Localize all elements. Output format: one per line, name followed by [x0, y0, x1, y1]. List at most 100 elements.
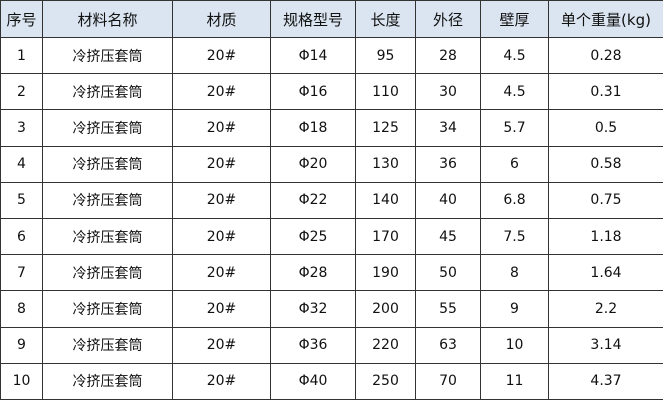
- table-cell: 28: [415, 36, 481, 75]
- header-cell: 壁厚: [480, 0, 549, 38]
- table-cell: 20#: [172, 145, 271, 183]
- table-cell: 1.64: [548, 254, 663, 292]
- table-cell: 冷挤压套筒: [42, 362, 173, 400]
- table-cell: 20#: [172, 290, 271, 328]
- table-cell: 250: [355, 362, 416, 400]
- table-cell: 20#: [172, 217, 271, 256]
- table-cell: 9: [480, 290, 549, 328]
- table-cell: 190: [355, 254, 416, 292]
- table-cell: 6: [480, 145, 549, 183]
- table-cell: 7.5: [480, 217, 549, 256]
- table-cell: 8: [0, 290, 43, 328]
- header-cell: 序号: [0, 0, 43, 38]
- table-cell: 0.28: [548, 36, 663, 75]
- table-cell: 冷挤压套筒: [42, 145, 173, 183]
- header-cell: 长度: [355, 0, 416, 38]
- table-cell: Φ25: [270, 217, 356, 256]
- table-cell: 0.5: [548, 109, 663, 147]
- table-cell: 20#: [172, 362, 271, 400]
- table-cell: 3.14: [548, 326, 663, 364]
- table-cell: Φ40: [270, 362, 356, 400]
- table-row: 1 冷挤压套筒 20# Φ14 95 28 4.5 0.28: [0, 36, 663, 75]
- table-cell: 11: [480, 362, 549, 400]
- table-row: 8 冷挤压套筒 20# Φ32 200 55 9 2.2: [0, 290, 663, 328]
- table-cell: 36: [415, 145, 481, 183]
- table-cell: 3: [0, 109, 43, 147]
- table-cell: 冷挤压套筒: [42, 290, 173, 328]
- table-cell: Φ22: [270, 181, 356, 219]
- table-cell: 7: [0, 254, 43, 292]
- table-cell: 40: [415, 181, 481, 219]
- table-cell: 45: [415, 217, 481, 256]
- table-cell: 10: [480, 326, 549, 364]
- header-row: 序号 材料名称 材质 规格型号 长度 外径 壁厚 单个重量(kg): [0, 0, 663, 38]
- table-cell: 6: [0, 217, 43, 256]
- table-cell: 70: [415, 362, 481, 400]
- table-header: 序号 材料名称 材质 规格型号 长度 外径 壁厚 单个重量(kg): [0, 0, 663, 38]
- table-cell: 0.75: [548, 181, 663, 219]
- table-cell: Φ18: [270, 109, 356, 147]
- table-cell: 20#: [172, 254, 271, 292]
- table-cell: 170: [355, 217, 416, 256]
- table-cell: Φ32: [270, 290, 356, 328]
- table-cell: 1: [0, 36, 43, 75]
- table-cell: 10: [0, 362, 43, 400]
- table-cell: 200: [355, 290, 416, 328]
- table-cell: 冷挤压套筒: [42, 217, 173, 256]
- table-cell: 0.31: [548, 73, 663, 111]
- table-row: 7 冷挤压套筒 20# Φ28 190 50 8 1.64: [0, 254, 663, 292]
- table-cell: 冷挤压套筒: [42, 73, 173, 111]
- table-cell: 1.18: [548, 217, 663, 256]
- table-cell: 4.37: [548, 362, 663, 400]
- table-cell: 20#: [172, 326, 271, 364]
- table-row: 9 冷挤压套筒 20# Φ36 220 63 10 3.14: [0, 326, 663, 364]
- table-row: 4 冷挤压套筒 20# Φ20 130 36 6 0.58: [0, 145, 663, 183]
- table-cell: 50: [415, 254, 481, 292]
- table-cell: 冷挤压套筒: [42, 254, 173, 292]
- header-cell: 外径: [415, 0, 481, 38]
- table-cell: 4.5: [480, 36, 549, 75]
- table-cell: 20#: [172, 181, 271, 219]
- table-cell: Φ16: [270, 73, 356, 111]
- table-cell: Φ36: [270, 326, 356, 364]
- table-cell: 冷挤压套筒: [42, 326, 173, 364]
- table-cell: 140: [355, 181, 416, 219]
- table-cell: Φ28: [270, 254, 356, 292]
- table-cell: 5: [0, 181, 43, 219]
- table-cell: 130: [355, 145, 416, 183]
- table-cell: 125: [355, 109, 416, 147]
- table-cell: 2.2: [548, 290, 663, 328]
- table-cell: Φ20: [270, 145, 356, 183]
- table-cell: 8: [480, 254, 549, 292]
- table-cell: 9: [0, 326, 43, 364]
- table-cell: 20#: [172, 73, 271, 111]
- table-cell: 0.58: [548, 145, 663, 183]
- table-cell: 冷挤压套筒: [42, 109, 173, 147]
- table-row: 6 冷挤压套筒 20# Φ25 170 45 7.5 1.18: [0, 217, 663, 256]
- header-cell: 规格型号: [270, 0, 356, 38]
- table-cell: 34: [415, 109, 481, 147]
- table-cell: 冷挤压套筒: [42, 181, 173, 219]
- table-row: 2 冷挤压套筒 20# Φ16 110 30 4.5 0.31: [0, 73, 663, 111]
- table-cell: 4.5: [480, 73, 549, 111]
- table-cell: 20#: [172, 36, 271, 75]
- header-cell: 材料名称: [42, 0, 173, 38]
- table-cell: 2: [0, 73, 43, 111]
- table-cell: 冷挤压套筒: [42, 36, 173, 75]
- table-cell: 6.8: [480, 181, 549, 219]
- table-cell: 55: [415, 290, 481, 328]
- header-cell: 单个重量(kg): [548, 0, 663, 38]
- table-body: 1 冷挤压套筒 20# Φ14 95 28 4.5 0.28 2 冷挤压套筒 20# Φ16 110 30…: [0, 36, 663, 400]
- table-cell: 30: [415, 73, 481, 111]
- table-cell: 20#: [172, 109, 271, 147]
- table-cell: 4: [0, 145, 43, 183]
- table-cell: 95: [355, 36, 416, 75]
- table-cell: 63: [415, 326, 481, 364]
- table-row: 10 冷挤压套筒 20# Φ40 250 70 11 4.37: [0, 362, 663, 400]
- header-cell: 材质: [172, 0, 271, 38]
- table-row: 3 冷挤压套筒 20# Φ18 125 34 5.7 0.5: [0, 109, 663, 147]
- table-cell: 5.7: [480, 109, 549, 147]
- table-row: 5 冷挤压套筒 20# Φ22 140 40 6.8 0.75: [0, 181, 663, 219]
